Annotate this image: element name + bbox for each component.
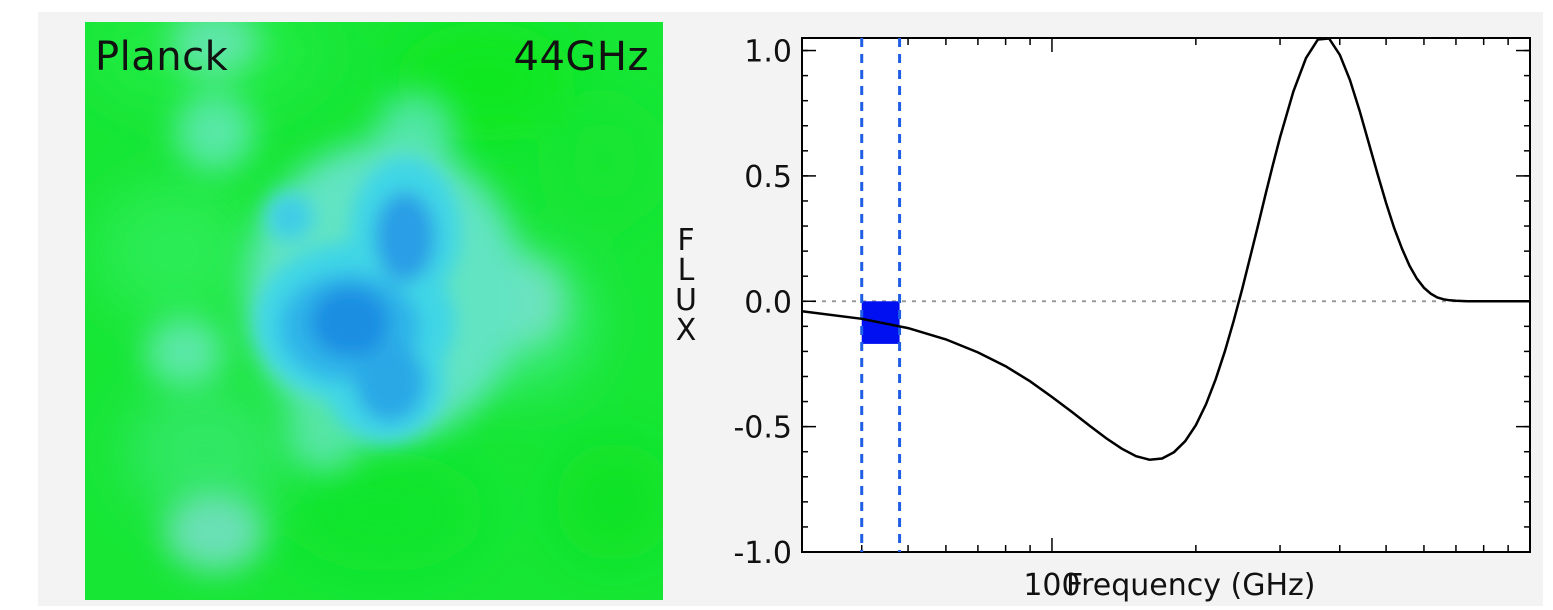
plot-area xyxy=(801,37,1531,553)
map-band-label: 44GHz xyxy=(513,34,649,80)
sky-map: Planck 44GHz xyxy=(85,22,663,600)
flux-curve xyxy=(801,37,1530,461)
map-instrument-label: Planck xyxy=(95,34,229,80)
x-axis-label: Frequency (GHz) xyxy=(1066,568,1315,603)
y-tick-label: -1.0 xyxy=(733,536,792,571)
minor-ticks xyxy=(801,38,1531,553)
y-tick-label: 0.0 xyxy=(744,285,792,320)
y-tick-label: -0.5 xyxy=(733,411,792,446)
y-tick-labels: -1.0 -0.5 0.0 0.5 1.0 xyxy=(733,35,792,571)
y-tick-label: 1.0 xyxy=(744,35,792,70)
x-tick-label: 100 xyxy=(1023,568,1080,603)
y-tick-label: 0.5 xyxy=(744,160,792,195)
x-tick-labels: 100 xyxy=(1023,568,1080,603)
sky-map-image xyxy=(85,22,663,600)
